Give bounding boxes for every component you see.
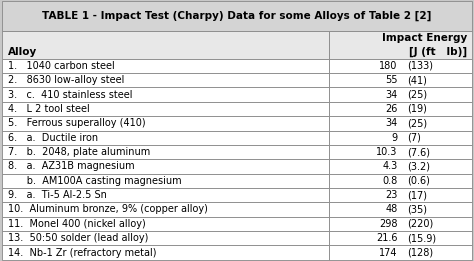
Bar [2,31,329,59]
Text: (35): (35) [407,204,427,215]
Text: Impact Energy: Impact Energy [382,33,467,43]
Text: 9.   a.  Ti-5 Al-2.5 Sn: 9. a. Ti-5 Al-2.5 Sn [8,190,107,200]
Text: 10.  Aluminum bronze, 9% (copper alloy): 10. Aluminum bronze, 9% (copper alloy) [8,204,208,215]
Bar [2,217,329,231]
Bar [2,102,329,116]
Bar [2,145,329,159]
Text: 5.   Ferrous superalloy (410): 5. Ferrous superalloy (410) [8,118,146,128]
Text: TABLE 1 - Impact Test (Charpy) Data for some Alloys of Table 2 [2]: TABLE 1 - Impact Test (Charpy) Data for … [42,11,432,21]
Text: 7.   b.  2048, plate aluminum: 7. b. 2048, plate aluminum [8,147,150,157]
Text: 174: 174 [379,247,398,258]
Bar [2,73,329,87]
Text: 4.   L 2 tool steel: 4. L 2 tool steel [8,104,90,114]
Text: (128): (128) [407,247,433,258]
Text: 11.  Monel 400 (nickel alloy): 11. Monel 400 (nickel alloy) [8,219,146,229]
Text: (25): (25) [407,90,427,100]
Bar [2,1,472,31]
Text: (3.2): (3.2) [407,161,430,171]
Text: (17): (17) [407,190,427,200]
Text: (15.9): (15.9) [407,233,436,243]
Text: 180: 180 [379,61,398,71]
Text: 3.   c.  410 stainless steel: 3. c. 410 stainless steel [8,90,133,100]
Bar [2,159,329,174]
Text: 9: 9 [392,133,398,143]
Text: 23: 23 [385,190,398,200]
Text: 13.  50:50 solder (lead alloy): 13. 50:50 solder (lead alloy) [8,233,148,243]
Bar [2,130,329,145]
Bar [329,59,472,73]
Text: 4.3: 4.3 [383,161,398,171]
Text: 0.8: 0.8 [383,176,398,186]
Text: 48: 48 [385,204,398,215]
Text: 34: 34 [385,90,398,100]
Bar [329,202,472,217]
Bar [2,245,329,260]
Text: 14.  Nb-1 Zr (refractory metal): 14. Nb-1 Zr (refractory metal) [8,247,156,258]
Text: (25): (25) [407,118,427,128]
Text: (133): (133) [407,61,433,71]
Bar [329,145,472,159]
Text: (7.6): (7.6) [407,147,430,157]
Bar [2,59,329,73]
Bar [329,130,472,145]
Bar [329,73,472,87]
Bar [329,188,472,202]
Bar [329,87,472,102]
Text: (220): (220) [407,219,433,229]
Bar [2,188,329,202]
Text: 34: 34 [385,118,398,128]
Bar [329,102,472,116]
Bar [329,245,472,260]
Text: 55: 55 [385,75,398,85]
Text: 21.6: 21.6 [376,233,398,243]
Text: 26: 26 [385,104,398,114]
Text: (19): (19) [407,104,427,114]
Text: (41): (41) [407,75,427,85]
Bar [2,231,329,245]
Text: b.  AM100A casting magnesium: b. AM100A casting magnesium [8,176,182,186]
Bar [2,174,329,188]
Text: 298: 298 [379,219,398,229]
Text: Alloy: Alloy [8,47,37,57]
Text: (7): (7) [407,133,421,143]
Bar [329,217,472,231]
Bar [2,202,329,217]
Text: 8.   a.  AZ31B magnesium: 8. a. AZ31B magnesium [8,161,135,171]
Bar [329,231,472,245]
Bar [329,31,472,59]
Bar [329,116,472,130]
Bar [2,116,329,130]
Text: 10.3: 10.3 [376,147,398,157]
Text: 6.   a.  Ductile iron: 6. a. Ductile iron [8,133,98,143]
Bar [329,159,472,174]
Text: (0.6): (0.6) [407,176,430,186]
Text: 1.   1040 carbon steel: 1. 1040 carbon steel [8,61,115,71]
Bar [2,87,329,102]
Bar [329,174,472,188]
Text: [J (ft   lb)]: [J (ft lb)] [409,47,467,57]
Text: 2.   8630 low-alloy steel: 2. 8630 low-alloy steel [8,75,125,85]
